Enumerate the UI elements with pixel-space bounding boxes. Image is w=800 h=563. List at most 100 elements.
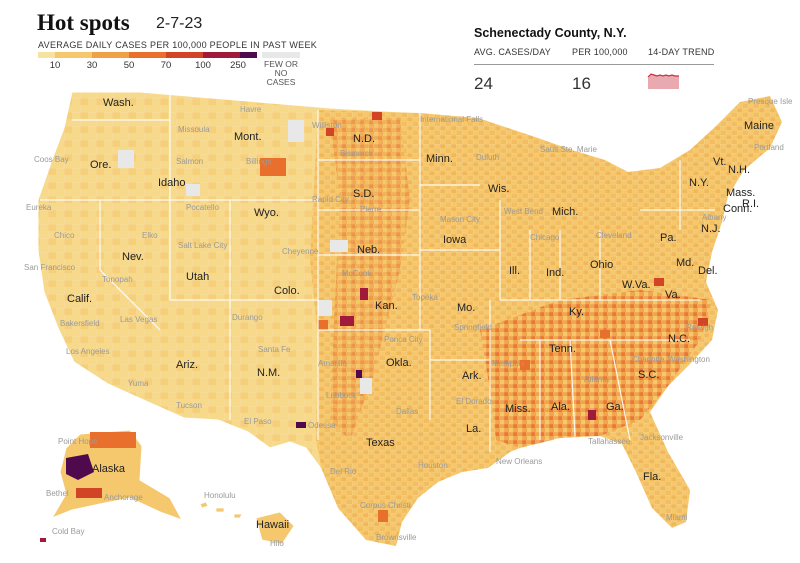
- state-label: Mont.: [234, 131, 262, 143]
- state-label: Fla.: [643, 471, 661, 483]
- city-labels: Havre Williston International Falls Miss…: [24, 97, 793, 548]
- city-label: Pocatello: [186, 203, 219, 212]
- city-label: Washington: [668, 355, 710, 364]
- city-label: Missoula: [178, 125, 210, 134]
- trend-sparkline: [647, 73, 679, 89]
- state-label: La.: [466, 423, 481, 435]
- state-label: Ga.: [606, 401, 624, 413]
- city-label: Springfield: [454, 323, 492, 332]
- state-label: Calif.: [67, 293, 92, 305]
- state-label: Ore.: [90, 159, 111, 171]
- legend-tick: 10: [49, 60, 61, 71]
- city-label: El Paso: [244, 417, 272, 426]
- legend-tick: 250: [230, 60, 246, 71]
- legend-tick: 50: [123, 60, 135, 71]
- city-label: Cheyenne: [282, 247, 319, 256]
- city-label: International Falls: [420, 115, 483, 124]
- city-label: West Bend: [504, 207, 543, 216]
- city-label: Chicago: [530, 233, 560, 242]
- state-label: Va.: [665, 289, 681, 301]
- county-panel-divider: [474, 64, 714, 65]
- city-label: Eureka: [26, 203, 52, 212]
- city-label: Santa Fe: [258, 345, 291, 354]
- state-label: Mo.: [457, 302, 475, 314]
- avg-cases-value: 24: [474, 74, 493, 93]
- city-label: McCook: [342, 269, 372, 278]
- state-label: Tenn.: [549, 343, 576, 355]
- legend-tick: 70: [160, 60, 172, 71]
- city-label: Topeka: [412, 293, 438, 302]
- city-label: Odessa: [308, 421, 336, 430]
- state-label: Alaska: [92, 463, 126, 475]
- state-label: Utah: [186, 271, 209, 283]
- city-label: Ponca City: [384, 335, 423, 344]
- state-label: Vt.: [713, 156, 726, 168]
- city-label: Los Angeles: [66, 347, 110, 356]
- city-label: Bakersfield: [60, 319, 100, 328]
- map-date: 2-7-23: [156, 15, 203, 32]
- legend-title: AVERAGE DAILY CASES PER 100,000 PEOPLE I…: [38, 40, 318, 50]
- city-label: El Dorado: [456, 397, 492, 406]
- legend-color-bar: [38, 52, 257, 58]
- city-label: Bismarck: [340, 149, 374, 158]
- city-label: Mason City: [440, 215, 480, 224]
- city-label: Cold Bay: [52, 527, 84, 536]
- legend-bin-5: [166, 52, 203, 58]
- city-label: Elko: [142, 231, 158, 240]
- per-100k-header: PER 100,000: [572, 47, 628, 57]
- state-label: Ohio: [590, 259, 613, 271]
- city-label: Tucson: [176, 401, 202, 410]
- city-label: Charlotte: [632, 355, 665, 364]
- state-label: Kan.: [375, 300, 398, 312]
- city-label: Albany: [702, 213, 726, 222]
- city-label: Coos Bay: [34, 155, 69, 164]
- legend-tick: 30: [86, 60, 98, 71]
- city-label: Chico: [54, 231, 75, 240]
- city-label: Portland: [754, 143, 784, 152]
- state-label: Ariz.: [176, 359, 198, 371]
- state-label: Wash.: [103, 97, 134, 109]
- city-label: Amarillo: [318, 359, 347, 368]
- state-label: Neb.: [357, 244, 380, 256]
- state-label: Conn.: [723, 203, 752, 215]
- state-label: N.D.: [353, 133, 375, 145]
- city-label: Dallas: [396, 407, 418, 416]
- state-label: Wyo.: [254, 207, 279, 219]
- city-label: Lubbock: [326, 391, 357, 400]
- state-labels: Wash. Ore. Calif. Nev. Idaho Mont. Wyo. …: [67, 97, 774, 531]
- state-label: Mich.: [552, 206, 578, 218]
- state-label: Iowa: [443, 234, 467, 246]
- city-label: Yuma: [128, 379, 149, 388]
- state-label: Hawaii: [256, 519, 289, 531]
- state-label: Ky.: [569, 306, 584, 318]
- state-label: R.I.: [742, 198, 759, 210]
- city-label: Salt Lake City: [178, 241, 227, 250]
- state-label: Ala.: [551, 401, 570, 413]
- city-label: Sault Ste. Marie: [540, 145, 597, 154]
- city-label: Atlanta: [584, 375, 609, 384]
- state-label: Minn.: [426, 153, 453, 165]
- state-label: N.H.: [728, 164, 750, 176]
- page-title: Hot spots: [37, 10, 130, 35]
- city-label: Miami: [666, 513, 688, 522]
- city-label: Corpus Christi: [360, 501, 411, 510]
- state-label: Ind.: [546, 267, 564, 279]
- city-label: Tallahassee: [588, 437, 631, 446]
- city-label: Jacksonville: [640, 433, 684, 442]
- state-label: N.J.: [701, 223, 721, 235]
- city-label: Anchorage: [104, 493, 143, 502]
- legend-bin-3: [92, 52, 129, 58]
- state-label: Del.: [698, 265, 718, 277]
- city-label: New Orleans: [496, 457, 542, 466]
- hawaii: [199, 501, 295, 545]
- legend-bin-2: [55, 52, 92, 58]
- city-label: Houston: [418, 461, 448, 470]
- city-label: Salmon: [176, 157, 203, 166]
- state-label: Md.: [676, 257, 694, 269]
- alaska: [40, 429, 184, 542]
- state-label: S.D.: [353, 188, 374, 200]
- city-label: Bethel: [46, 489, 69, 498]
- state-label: Nev.: [122, 251, 144, 263]
- state-label: Mass.: [726, 187, 755, 199]
